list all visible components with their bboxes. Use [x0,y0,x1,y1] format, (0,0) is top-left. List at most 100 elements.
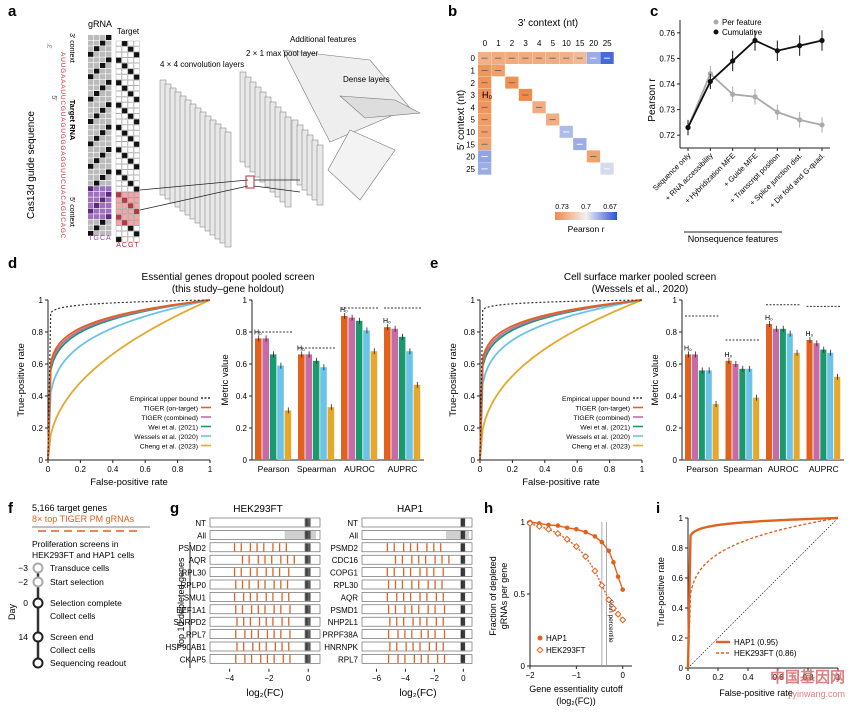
target-cell [115,91,122,97]
i-roc-plot: 0 0.2 0.4 0.6 0.8 1 0 0.2 0.4 0.6 0.8 1 HAP1 (0.95) H… [672,514,841,682]
metric-bar [691,354,698,460]
i-ytick-label: 0.4 [672,604,684,613]
h-ytick-label: 0 [521,662,526,671]
c-point [752,94,758,100]
bar-xtick-label: AUPRC [809,464,839,474]
f-step-text: Screen end [50,632,94,642]
features-label: Additional features [290,35,356,44]
target-cell [133,220,140,226]
grna-cell [100,46,106,52]
grna-cell [100,135,106,141]
metric-bar [384,327,391,460]
metric-bar [269,354,277,460]
h-legend-hap1: HAP1 [546,634,567,643]
g-strip [361,579,473,590]
target-cell [127,57,134,63]
metric-bar [685,354,692,460]
heatmap-ylabel: 5′ context (nt) [456,90,467,150]
g-xtick-label: −2 [264,674,274,683]
roc-curve [479,299,643,461]
i-ytick-label: 0.8 [672,544,684,553]
roc-legend-label: TIGER (on-target) [144,406,198,413]
target-cell [115,231,122,237]
panel-e: e Cell surface marker pooled screen (Wes… [430,255,844,488]
target-cell [133,130,140,136]
g-row-label: RPLP0 [181,581,207,590]
grna-cell [106,208,112,214]
roc-legend-label: TIGER (combined) [141,415,198,422]
grna-cell [88,68,94,74]
grna-cell [100,214,106,220]
target-cell [133,208,140,215]
heatmap-ytick: 3 [471,91,476,100]
grna-cell [94,186,100,192]
metric-bar [398,336,406,460]
target-cell [127,63,134,69]
bar-h0: H₀ [765,315,773,322]
grna-cell [94,57,100,63]
grna-cell [106,163,112,169]
pearson-colorbar [555,212,617,220]
grna-cell [94,51,100,57]
conv-filter [224,131,232,248]
bar-ytick-label: 0.2 [666,424,678,433]
metric-bar [355,320,363,460]
grna-cell [106,141,112,147]
target-cell [121,85,128,91]
c-point [752,37,758,44]
target-cell [115,186,122,192]
grna-cell [94,63,100,68]
e-roc-plot: 00 0.2 0.2 0.4 0.4 0.6 0.6 0.8 0.8 1 1 False-positi… [448,296,645,488]
bar-h0: H₀ [806,331,814,338]
heatmap-xtick: 3 [523,39,528,48]
roc-xtick-label: 0 [46,465,51,474]
f-day: −3 [18,563,28,573]
target-cell [121,102,128,108]
roc-legend-label: Wei et al. (2021) [580,425,630,432]
heatmap-xtick: 5 [551,39,556,48]
target-cell [127,192,134,198]
grna-cell [100,152,106,158]
target-cell [133,141,140,147]
h-point [609,604,617,612]
h-point [563,535,571,543]
panel-letter-e: e [430,255,438,272]
roc-ylabel: True-positive rate [16,343,27,417]
c-legend-cum-dot [713,29,719,35]
target-cell [121,108,128,114]
f-step-text: Sequencing readout [50,658,127,668]
roc-curve [47,299,211,461]
g-row-label: All [197,531,206,540]
metric-bar [766,324,773,460]
target-cell [115,152,122,159]
g-row-label: PSMD2 [330,544,358,553]
grna-cell [106,197,112,203]
c-point [797,43,803,49]
roc-xtick-label: 1 [640,465,645,474]
target-cell [115,197,122,203]
panel-f: f 5,166 target genes 8× top TIGER PM gRN… [7,500,150,669]
grna-cell [106,169,112,175]
grna-cell [100,35,106,40]
g-strip [361,517,473,528]
grna-cell [88,147,94,152]
metric-bar [739,368,746,460]
grna-cell [94,141,100,147]
grna-cell [106,107,112,113]
g-strip [209,567,321,577]
grna-cell [100,79,106,85]
g-right-title: HAP1 [397,504,424,515]
roc-curve [47,299,211,461]
i-xlabel: False-positive rate [719,688,793,698]
target-cell [133,96,140,103]
target-cell [121,236,128,243]
roc-legend-label: Wessels et al. (2020) [134,434,198,441]
grna-cell [88,158,94,164]
f-timeline: −3 Transduce cells −2 Start selection 0 Selec… [18,562,127,669]
grna-cell [94,197,100,203]
grna-cell [100,203,106,208]
g-row-label: NT [195,519,206,528]
g-row-label: CDC16 [332,556,359,565]
panel-c: c Pearson r 0.72 0.73 0.74 0.75 0.76 Sequence… [647,3,830,244]
